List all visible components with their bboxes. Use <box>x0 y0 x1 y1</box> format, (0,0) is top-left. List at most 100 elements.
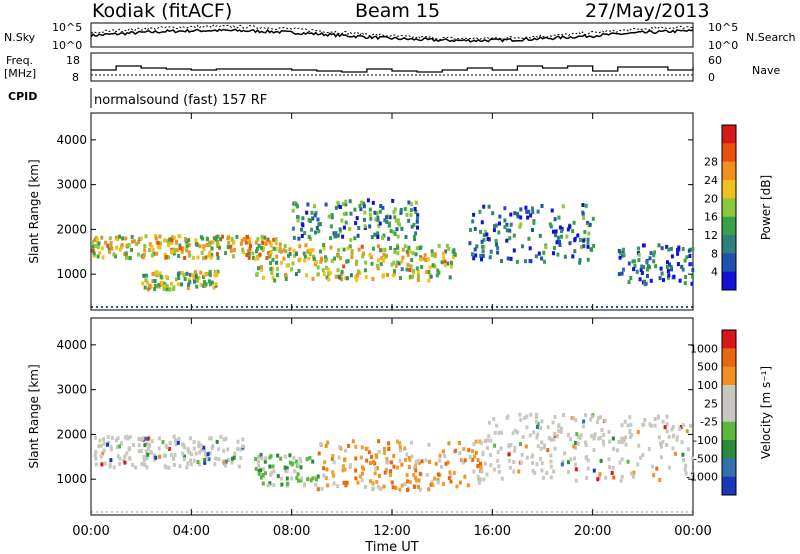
vel-echo-cell <box>360 445 364 450</box>
power-echo-cell <box>479 229 482 234</box>
vel-echo-cell <box>495 423 499 428</box>
vel-echo-cell <box>424 458 428 463</box>
vel-echo-cell <box>415 478 419 483</box>
power-echo-cell <box>185 248 188 253</box>
vel-echo-cell <box>568 437 572 442</box>
vel-echo-cell <box>361 471 365 476</box>
vel-echo-cell <box>386 460 390 465</box>
power-echo-cell <box>406 252 410 257</box>
power-echo-cell <box>107 247 111 251</box>
vel-echo-cell <box>623 419 627 424</box>
vel-echo-cell <box>679 425 683 429</box>
power-echo-cell <box>429 274 433 279</box>
vel-echo-cell <box>398 458 402 463</box>
power-echo-cell <box>473 247 477 252</box>
power-echo-cell <box>405 212 409 217</box>
power-echo-cell <box>336 268 340 273</box>
vel-echo-cell <box>387 441 391 446</box>
vel-echo-cell <box>210 446 214 450</box>
vel-echo-cell <box>257 471 261 476</box>
power-echo-band <box>617 243 695 287</box>
power-echo-cell <box>415 246 419 251</box>
vel-echo-cell <box>371 486 375 491</box>
nsky-tick-high: 10^5 <box>52 21 83 34</box>
power-echo-cell <box>298 244 302 249</box>
power-echo-cell <box>416 215 419 220</box>
vel-echo-cell <box>172 434 176 439</box>
power-echo-cell <box>322 272 326 277</box>
power-echo-cell <box>257 266 260 271</box>
vel-echo-cell <box>324 443 328 448</box>
power-echo-cell <box>261 240 265 245</box>
power-echo-cell <box>643 282 647 287</box>
power-echo-cell <box>311 248 315 253</box>
vel-echo-cell <box>222 448 226 453</box>
power-echo-cell <box>215 272 219 277</box>
power-echo-cell <box>151 271 155 276</box>
power-echo-cell <box>447 246 451 251</box>
vel-echo-cell <box>599 458 603 463</box>
power-echo-cell <box>560 229 564 234</box>
vel-echo-cell <box>525 425 529 430</box>
vel-echo-cell <box>685 429 689 434</box>
vel-echo-cell <box>93 453 97 457</box>
vel-echo-cell <box>639 455 643 460</box>
vel-echo-cell <box>632 470 636 475</box>
power-y-tick-label: 1000 <box>56 267 87 281</box>
power-colorbar-segment <box>722 125 736 144</box>
power-echo-cell <box>333 234 337 239</box>
vel-echo-cell <box>641 452 645 457</box>
power-echo-cell <box>204 255 208 260</box>
vel-echo-cell <box>602 433 606 437</box>
power-echo-cell <box>268 240 272 245</box>
vel-echo-cell <box>344 448 347 453</box>
vel-echo-cell <box>414 476 418 481</box>
vel-echo-band <box>254 452 320 488</box>
power-echo-cell <box>172 235 176 240</box>
power-echo-cell <box>210 246 214 251</box>
vel-echo-cell <box>162 453 166 458</box>
power-echo-cell <box>408 249 412 254</box>
vel-echo-cell <box>540 468 544 473</box>
power-echo-cell <box>272 246 276 251</box>
power-echo-cell <box>285 263 289 268</box>
power-echo-cell <box>195 243 199 247</box>
vel-echo-cell <box>293 469 297 474</box>
power-echo-cell <box>210 280 214 285</box>
vel-echo-cell <box>148 443 152 448</box>
power-echo-cell <box>391 273 395 278</box>
power-echo-cell <box>451 249 455 254</box>
power-echo-cell <box>100 235 104 240</box>
power-echo-cell <box>202 256 205 261</box>
power-echo-cell <box>527 236 531 241</box>
vel-echo-cell <box>365 458 369 463</box>
power-echo-cell <box>396 221 400 226</box>
power-echo-cell <box>376 232 380 237</box>
power-echo-cell <box>334 231 338 236</box>
power-echo-cell <box>558 239 561 244</box>
power-echo-cell <box>578 260 582 265</box>
vel-echo-cell <box>325 467 329 472</box>
power-echo-cell <box>208 273 212 277</box>
vel-echo-cell <box>337 455 341 460</box>
nave-tick-low: 0 <box>708 71 715 84</box>
vel-echo-cell <box>387 447 391 451</box>
power-echo-cell <box>529 213 533 218</box>
power-echo-cell <box>303 231 307 236</box>
vel-echo-cell <box>125 451 129 456</box>
power-echo-cell <box>265 256 269 260</box>
power-echo-cell <box>216 255 220 260</box>
power-echo-cell <box>108 236 112 241</box>
power-echo-cell <box>282 256 286 261</box>
power-echo-cell <box>676 247 680 252</box>
vel-echo-cell <box>441 449 445 454</box>
power-echo-cell <box>401 247 405 252</box>
power-echo-cell <box>342 264 346 269</box>
vel-echo-cell <box>115 445 119 449</box>
power-echo-cell <box>353 207 357 212</box>
vel-echo-cell <box>586 466 590 471</box>
power-echo-cell <box>587 231 591 236</box>
power-echo-cell <box>163 284 166 289</box>
vel-echo-cell <box>142 436 146 441</box>
power-echo-cell <box>135 241 139 246</box>
